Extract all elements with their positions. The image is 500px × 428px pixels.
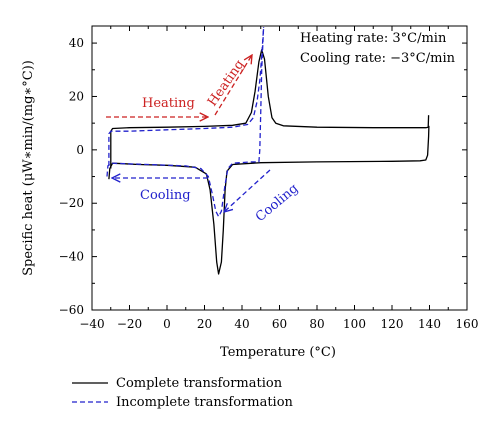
y-tick-label: 20 [69, 89, 84, 103]
x-tick-label: 20 [197, 317, 212, 331]
cooling-rate-text: Cooling rate: −3°C/min [300, 51, 456, 66]
y-tick-label: 40 [69, 36, 84, 50]
series-line-incomplete-heating [108, 27, 265, 166]
annotation-heating-left: Heating [142, 96, 195, 111]
legend-label-incomplete: Incomplete transformation [116, 395, 294, 410]
x-tick-label: 140 [418, 317, 441, 331]
annotation-cooling-right: Cooling [253, 181, 301, 225]
y-tick-label: 0 [76, 143, 84, 157]
y-tick-label: −40 [59, 250, 84, 264]
x-tick-label: 160 [456, 317, 479, 331]
x-tick-label: −40 [79, 317, 104, 331]
heating-rate-text: Heating rate: 3°C/min [300, 31, 447, 46]
plot-frame [91, 25, 468, 311]
x-tick-label: 100 [343, 317, 366, 331]
series-layer [106, 27, 430, 275]
series-line-complete-heating [110, 49, 430, 169]
legend-label-complete: Complete transformation [116, 376, 283, 391]
axis-ticks [91, 26, 468, 311]
legend: Complete transformation Incomplete trans… [72, 376, 294, 410]
annotation-cooling-left: Cooling [140, 188, 191, 203]
arrow-heating-up [214, 55, 252, 116]
x-tick-label: 40 [234, 317, 249, 331]
y-tick-label: −60 [59, 303, 84, 317]
annotation-heating-right: Heating [205, 57, 248, 109]
y-tick-label: −20 [59, 196, 84, 210]
y-axis-label: Specific heat (μW∗min/(mg∗°C)) [21, 60, 36, 276]
x-tick-label: 80 [309, 317, 324, 331]
x-tick-label: 120 [381, 317, 404, 331]
x-tick-label: 0 [163, 317, 171, 331]
series-line-incomplete-cooling [106, 27, 265, 218]
x-axis-label: Temperature (°C) [220, 345, 336, 360]
x-tick-label: −20 [117, 317, 142, 331]
x-tick-label: 60 [272, 317, 287, 331]
tick-labels: −40 −20 0 20 40 60 80 100 120 140 160−60−40−200204… [59, 36, 479, 331]
arrow-cooling-down [224, 169, 271, 212]
annotations: Heating Heating Cooling Cooling [106, 55, 301, 225]
